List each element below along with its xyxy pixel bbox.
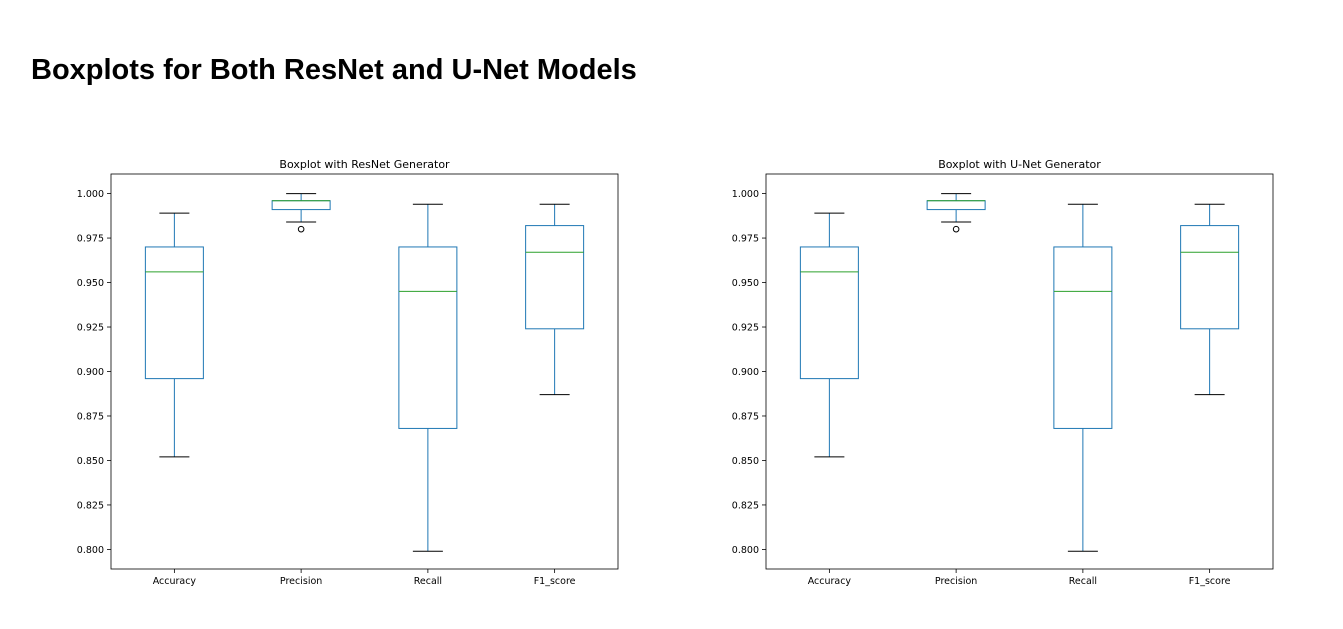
x-tick-label: Precision	[280, 576, 322, 587]
unet-boxplot-chart: Boxplot with U-Net Generator 1.000 0.975 0.…	[732, 158, 1274, 587]
resnet-boxplot-chart: Boxplot with ResNet Generator 1.000 0.975 0…	[77, 158, 619, 587]
y-tick-label: 0.950	[732, 278, 759, 289]
plot-frame	[110, 173, 619, 570]
chart-title: Boxplot with U-Net Generator	[938, 158, 1101, 171]
x-tick-label: Precision	[935, 576, 977, 587]
y-tick-label: 0.875	[77, 411, 104, 422]
iqr-box	[525, 225, 585, 330]
y-tick-label: 0.850	[732, 456, 759, 467]
x-tick-label: F1_score	[534, 576, 576, 587]
y-tick-label: 0.975	[77, 234, 104, 245]
x-tick-label: F1_score	[1189, 576, 1231, 587]
iqr-box	[799, 246, 859, 380]
page-title: Boxplots for Both ResNet and U-Net Model…	[31, 54, 637, 86]
box-accuracy	[144, 212, 204, 458]
y-tick-label: 1.000	[77, 189, 104, 200]
y-tick-label: 0.925	[77, 323, 104, 334]
y-tick-label: 0.925	[732, 323, 759, 334]
y-tick-label: 0.850	[77, 456, 104, 467]
x-tick-label: Recall	[1069, 576, 1097, 587]
chart-title: Boxplot with ResNet Generator	[279, 158, 450, 171]
box-precision	[271, 193, 331, 233]
box-recall	[398, 203, 458, 552]
box-recall	[1053, 203, 1113, 552]
iqr-box	[926, 200, 986, 211]
y-tick-label: 0.800	[77, 545, 104, 556]
y-tick-label: 0.825	[77, 500, 104, 511]
iqr-box	[271, 200, 331, 211]
box-f1-score	[1180, 203, 1240, 396]
y-tick-label: 1.000	[732, 189, 759, 200]
iqr-box	[1053, 246, 1113, 429]
box-precision	[926, 193, 986, 233]
box-f1-score	[525, 203, 585, 396]
iqr-box	[398, 246, 458, 429]
plot-frame	[765, 173, 1274, 570]
y-tick-label: 0.825	[732, 500, 759, 511]
y-tick-label: 0.950	[77, 278, 104, 289]
unet-boxplot-panel: Boxplot with U-Net Generator 1.000 0.975 0.…	[715, 150, 1335, 600]
y-tick-label: 0.975	[732, 234, 759, 245]
y-tick-label: 0.800	[732, 545, 759, 556]
x-tick-label: Recall	[414, 576, 442, 587]
outlier-point	[952, 225, 960, 233]
resnet-boxplot-panel: Boxplot with ResNet Generator 1.000 0.975 0…	[60, 150, 680, 600]
box-accuracy	[799, 212, 859, 458]
x-tick-label: Accuracy	[808, 576, 852, 587]
x-tick-label: Accuracy	[153, 576, 197, 587]
iqr-box	[1180, 225, 1240, 330]
y-tick-label: 0.900	[77, 367, 104, 378]
y-tick-label: 0.875	[732, 411, 759, 422]
y-tick-label: 0.900	[732, 367, 759, 378]
iqr-box	[144, 246, 204, 380]
outlier-point	[297, 225, 305, 233]
